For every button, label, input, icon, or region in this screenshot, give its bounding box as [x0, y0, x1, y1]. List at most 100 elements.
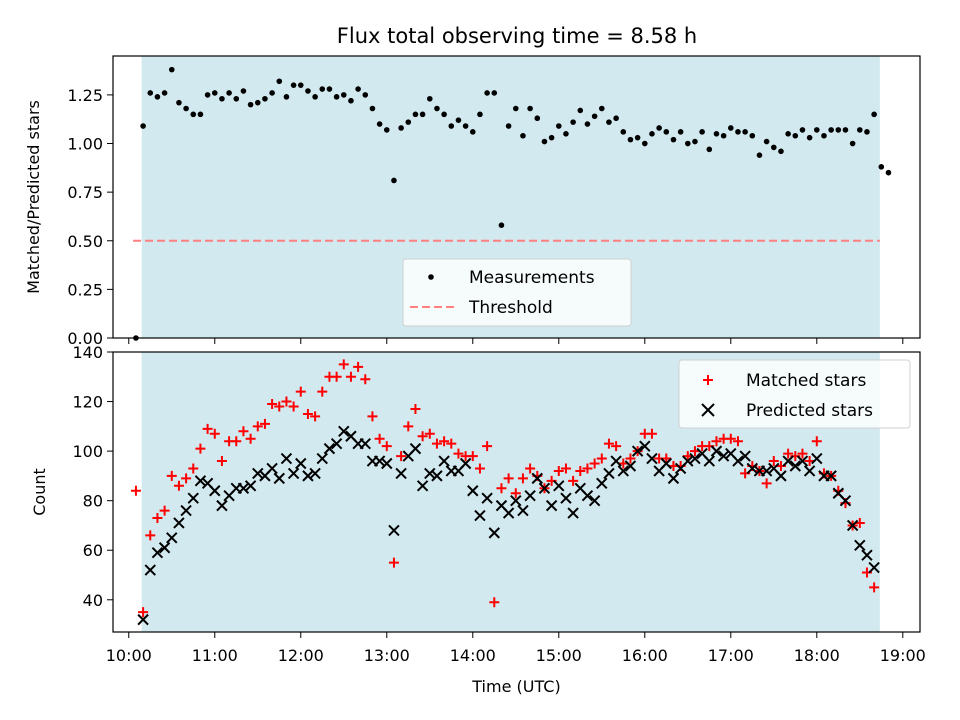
plus-marker: [231, 436, 242, 447]
data-point: [216, 456, 227, 467]
data-point: [181, 473, 192, 484]
data-point: [613, 115, 619, 122]
data-point: [646, 428, 657, 439]
figure-title: Flux total observing time = 8.58 h: [337, 24, 697, 48]
x-tick-label: 19:00: [880, 646, 926, 665]
data-point: [154, 94, 161, 100]
plus-marker: [725, 433, 736, 444]
data-point: [756, 152, 763, 158]
plus-marker: [446, 438, 457, 449]
x-marker: [359, 437, 371, 450]
data-point: [362, 92, 369, 98]
x-marker: [689, 452, 701, 465]
plus-marker: [489, 597, 500, 608]
legend: Measurements Threshold: [402, 258, 632, 327]
x-marker: [338, 425, 350, 437]
data-point: [660, 457, 672, 470]
x-marker: [280, 452, 293, 465]
x-tick-label: 10:00: [106, 646, 152, 665]
x-marker: [166, 532, 178, 544]
x-tick-label: 16:00: [622, 646, 668, 665]
x-marker: [717, 450, 730, 462]
data-point: [161, 90, 168, 96]
x-marker: [416, 480, 429, 492]
data-point: [670, 136, 677, 143]
data-point: [360, 374, 371, 385]
data-point: [811, 436, 822, 447]
x-marker: [524, 490, 536, 502]
data-point: [739, 450, 751, 462]
legend-marker-measurements: [428, 274, 434, 280]
data-point: [631, 445, 644, 457]
data-point: [575, 465, 586, 476]
plus-marker: [195, 443, 206, 454]
y-tick-label: 0.25: [67, 280, 103, 299]
data-point: [732, 455, 744, 467]
data-point: [589, 458, 600, 469]
data-point: [527, 105, 533, 112]
data-point: [885, 169, 892, 176]
data-point: [144, 564, 156, 576]
data-point: [617, 465, 629, 477]
data-point: [534, 115, 541, 122]
plus-marker: [768, 456, 779, 467]
data-point: [317, 386, 328, 397]
data-point: [541, 138, 548, 145]
data-point: [482, 441, 493, 452]
data-point: [273, 472, 285, 485]
y-axis-label: Count: [30, 468, 49, 516]
plus-marker: [216, 456, 227, 467]
data-point: [663, 129, 670, 135]
data-point: [560, 463, 571, 474]
data-point: [503, 473, 514, 484]
data-point: [783, 448, 794, 459]
data-point: [803, 465, 816, 477]
data-point: [563, 130, 569, 137]
data-point: [405, 119, 412, 125]
y-tick-label: 0.75: [67, 183, 103, 202]
data-point: [252, 467, 264, 480]
data-point: [448, 123, 455, 129]
data-point: [553, 465, 564, 476]
data-point: [396, 451, 407, 462]
data-point: [310, 411, 321, 422]
data-point: [319, 86, 326, 92]
x-marker: [854, 539, 866, 551]
data-point: [137, 613, 149, 626]
data-point: [462, 123, 469, 129]
plus-marker: [138, 607, 149, 618]
data-point: [274, 401, 285, 412]
data-point: [166, 532, 178, 544]
data-point: [610, 455, 622, 467]
data-point: [749, 132, 756, 139]
data-point: [797, 448, 808, 459]
x-marker: [424, 467, 436, 480]
data-point: [434, 105, 440, 112]
data-point: [187, 492, 199, 504]
plus-marker: [159, 505, 170, 516]
data-point: [290, 82, 297, 88]
data-point: [348, 97, 354, 104]
data-point: [727, 125, 734, 131]
data-point: [353, 361, 364, 372]
data-point: [426, 95, 433, 102]
data-point: [639, 440, 651, 452]
y-tick-label: 1.00: [67, 135, 103, 154]
data-point: [849, 140, 856, 147]
x-marker: [316, 452, 328, 465]
x-marker: [839, 494, 852, 507]
data-point: [775, 470, 787, 482]
plus-marker: [424, 428, 435, 439]
plus-marker: [388, 557, 399, 568]
plus-marker: [525, 463, 536, 474]
x-marker: [309, 467, 321, 480]
data-point: [524, 490, 536, 502]
data-point: [789, 460, 802, 472]
data-point: [553, 480, 565, 492]
data-point: [403, 421, 414, 432]
x-marker: [811, 452, 823, 465]
data-point: [634, 134, 641, 141]
data-point: [130, 485, 141, 496]
data-point: [197, 111, 204, 118]
data-point: [825, 470, 837, 482]
